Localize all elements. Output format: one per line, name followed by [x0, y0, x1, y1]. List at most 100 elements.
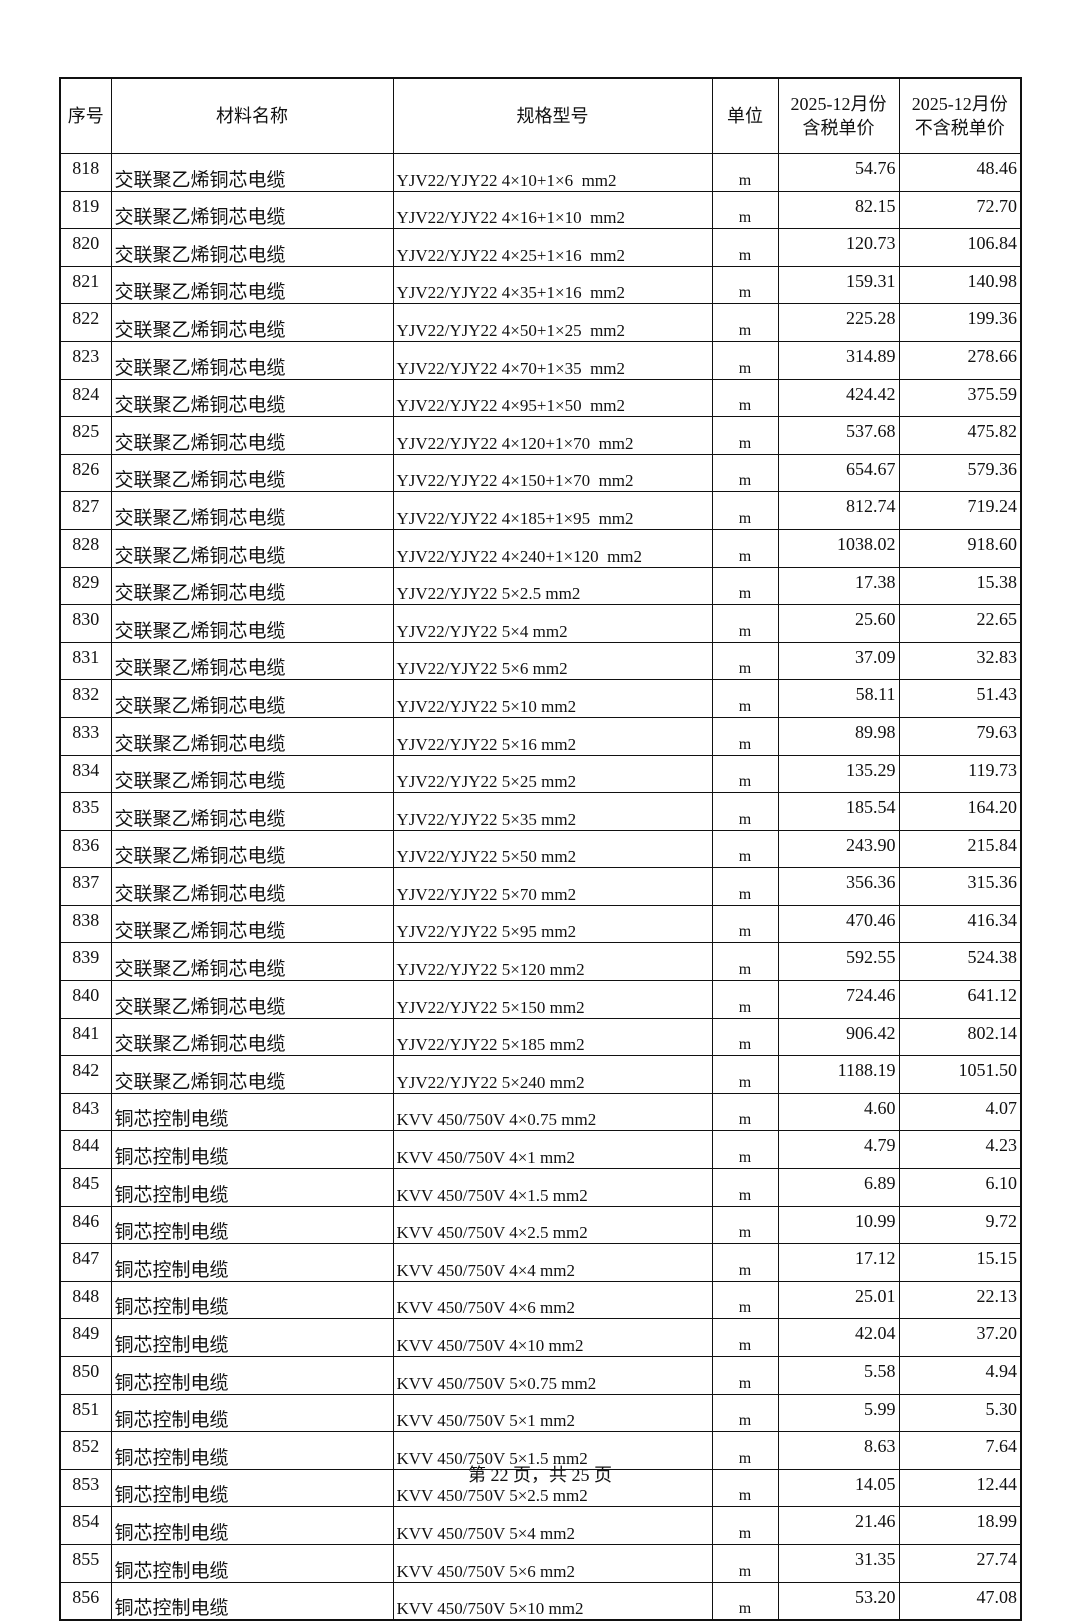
table-cell: 31.35 — [777, 1543, 900, 1583]
table-cell: 824 — [59, 378, 112, 418]
table-cell: YJV22/YJY22 5×10 mm2 — [392, 679, 713, 718]
table-cell: 524.38 — [898, 942, 1022, 982]
table-cell: 826 — [59, 453, 112, 493]
table-cell: 839 — [59, 942, 112, 982]
table-cell: m — [711, 340, 779, 380]
table-row: 833 交联聚乙烯铜芯电缆 YJV22/YJY22 5×16 mm2 m 89.98 79… — [59, 716, 1022, 756]
table-cell: 853 — [59, 1468, 112, 1508]
table-cell: 106.84 — [898, 228, 1022, 267]
table-cell: 交联聚乙烯铜芯电缆 — [110, 528, 394, 568]
table-row: 824 交联聚乙烯铜芯电缆 YJV22/YJY22 4×95+1×50 mm2 m 42… — [59, 378, 1022, 418]
table-cell: 铜芯控制电缆 — [110, 1431, 394, 1470]
table-cell: KVV 450/750V 5×6 mm2 — [392, 1543, 713, 1583]
table-cell: YJV22/YJY22 5×150 mm2 — [392, 980, 713, 1019]
header-cell: 单位 — [711, 77, 779, 154]
table-cell: 847 — [59, 1243, 112, 1282]
table-row: 847 铜芯控制电缆 KVV 450/750V 4×4 mm2 m 17.12 15.15 — [59, 1243, 1022, 1282]
table-cell: 交联聚乙烯铜芯电缆 — [110, 378, 394, 418]
table-cell: 22.13 — [898, 1280, 1022, 1320]
table-cell: 579.36 — [898, 453, 1022, 493]
table-cell: 交联聚乙烯铜芯电缆 — [110, 904, 394, 944]
table-cell: 交联聚乙烯铜芯电缆 — [110, 491, 394, 530]
table-cell: 交联聚乙烯铜芯电缆 — [110, 641, 394, 681]
table-cell: 27.74 — [898, 1543, 1022, 1583]
table-row: 826 交联聚乙烯铜芯电缆 YJV22/YJY22 4×150+1×70 mm2 m 6… — [59, 453, 1022, 493]
table-cell: KVV 450/750V 5×4 mm2 — [392, 1506, 713, 1545]
table-cell: 18.99 — [898, 1506, 1022, 1545]
table-row: 843 铜芯控制电缆 KVV 450/750V 4×0.75 mm2 m 4.60 4.0… — [59, 1092, 1022, 1132]
table-cell: m — [711, 904, 779, 944]
table-cell: 铜芯控制电缆 — [110, 1243, 394, 1282]
table-cell: 848 — [59, 1280, 112, 1320]
table-cell: m — [711, 416, 779, 455]
table-cell: KVV 450/750V 5×1 mm2 — [392, 1393, 713, 1433]
table-cell: m — [711, 1205, 779, 1245]
table-cell: 51.43 — [898, 679, 1022, 718]
table-row: 827 交联聚乙烯铜芯电缆 YJV22/YJY22 4×185+1×95 mm2 m 8… — [59, 491, 1022, 530]
table-cell: m — [711, 1130, 779, 1170]
table-row: 835 交联聚乙烯铜芯电缆 YJV22/YJY22 5×35 mm2 m 185.54 1… — [59, 792, 1022, 831]
table-cell: m — [711, 1092, 779, 1132]
table-cell: 7.64 — [898, 1431, 1022, 1470]
table-row: 840 交联聚乙烯铜芯电缆 YJV22/YJY22 5×150 mm2 m 724.46… — [59, 980, 1022, 1019]
table-cell: m — [711, 829, 779, 869]
table-cell: 5.99 — [777, 1393, 900, 1433]
table-cell: 838 — [59, 904, 112, 944]
table-cell: 4.23 — [898, 1130, 1022, 1170]
table-cell: YJV22/YJY22 5×185 mm2 — [392, 1017, 713, 1057]
table-cell: 交联聚乙烯铜芯电缆 — [110, 228, 394, 267]
table-cell: 58.11 — [777, 679, 900, 718]
table-cell: m — [711, 303, 779, 342]
table-cell: 79.63 — [898, 716, 1022, 756]
table-row: 828 交联聚乙烯铜芯电缆 YJV22/YJY22 4×240+1×120 mm2 m… — [59, 528, 1022, 568]
table-cell: 314.89 — [777, 340, 900, 380]
table-cell: 356.36 — [777, 867, 900, 906]
table-cell: m — [711, 1243, 779, 1282]
table-cell: 819 — [59, 190, 112, 230]
table-cell: 铜芯控制电缆 — [110, 1205, 394, 1245]
table-cell: 375.59 — [898, 378, 1022, 418]
table-cell: 铜芯控制电缆 — [110, 1543, 394, 1583]
table-row: 821 交联聚乙烯铜芯电缆 YJV22/YJY22 4×35+1×16 mm2 m 15… — [59, 265, 1022, 305]
table-cell: m — [711, 1356, 779, 1395]
table-row: 852 铜芯控制电缆 KVV 450/750V 5×1.5 mm2 m 8.63 7.64 — [59, 1431, 1022, 1470]
table-cell: 830 — [59, 604, 112, 643]
table-cell: 4.79 — [777, 1130, 900, 1170]
table-cell: YJV22/YJY22 4×10+1×6 mm2 — [392, 153, 713, 192]
table-cell: 交联聚乙烯铜芯电缆 — [110, 867, 394, 906]
table-cell: 交联聚乙烯铜芯电缆 — [110, 754, 394, 794]
table-row: 855 铜芯控制电缆 KVV 450/750V 5×6 mm2 m 31.35 27.74 — [59, 1543, 1022, 1583]
table-row: 854 铜芯控制电缆 KVV 450/750V 5×4 mm2 m 21.46 18.99 — [59, 1506, 1022, 1545]
header-cell: 规格型号 — [392, 77, 713, 154]
table-cell: m — [711, 528, 779, 568]
table-row: 819 交联聚乙烯铜芯电缆 YJV22/YJY22 4×16+1×10 mm2 m 82… — [59, 190, 1022, 230]
table-cell: YJV22/YJY22 5×25 mm2 — [392, 754, 713, 794]
table-cell: 6.10 — [898, 1168, 1022, 1207]
table-cell: 4.60 — [777, 1092, 900, 1132]
table-cell: m — [711, 1017, 779, 1057]
table-cell: 交联聚乙烯铜芯电缆 — [110, 792, 394, 831]
table-cell: 铜芯控制电缆 — [110, 1393, 394, 1433]
table-cell: 164.20 — [898, 792, 1022, 831]
table-cell: 交联聚乙烯铜芯电缆 — [110, 416, 394, 455]
table-cell: 铜芯控制电缆 — [110, 1581, 394, 1621]
table-cell: m — [711, 1055, 779, 1094]
table-cell: 交联聚乙烯铜芯电缆 — [110, 829, 394, 869]
table-cell: m — [711, 980, 779, 1019]
table-cell: 4.07 — [898, 1092, 1022, 1132]
table-cell: YJV22/YJY22 5×120 mm2 — [392, 942, 713, 982]
table-cell: 854 — [59, 1506, 112, 1545]
table-cell: 475.82 — [898, 416, 1022, 455]
table-cell: YJV22/YJY22 5×50 mm2 — [392, 829, 713, 869]
table-cell: 交联聚乙烯铜芯电缆 — [110, 453, 394, 493]
table-cell: KVV 450/750V 4×0.75 mm2 — [392, 1092, 713, 1132]
table-cell: m — [711, 153, 779, 192]
table-cell: 835 — [59, 792, 112, 831]
table-row: 825 交联聚乙烯铜芯电缆 YJV22/YJY22 4×120+1×70 mm2 m 5… — [59, 416, 1022, 455]
table-cell: m — [711, 1543, 779, 1583]
table-cell: 850 — [59, 1356, 112, 1395]
table-cell: 交联聚乙烯铜芯电缆 — [110, 190, 394, 230]
table-cell: 22.65 — [898, 604, 1022, 643]
table-cell: 6.89 — [777, 1168, 900, 1207]
table-cell: YJV22/YJY22 4×240+1×120 mm2 — [392, 528, 713, 568]
